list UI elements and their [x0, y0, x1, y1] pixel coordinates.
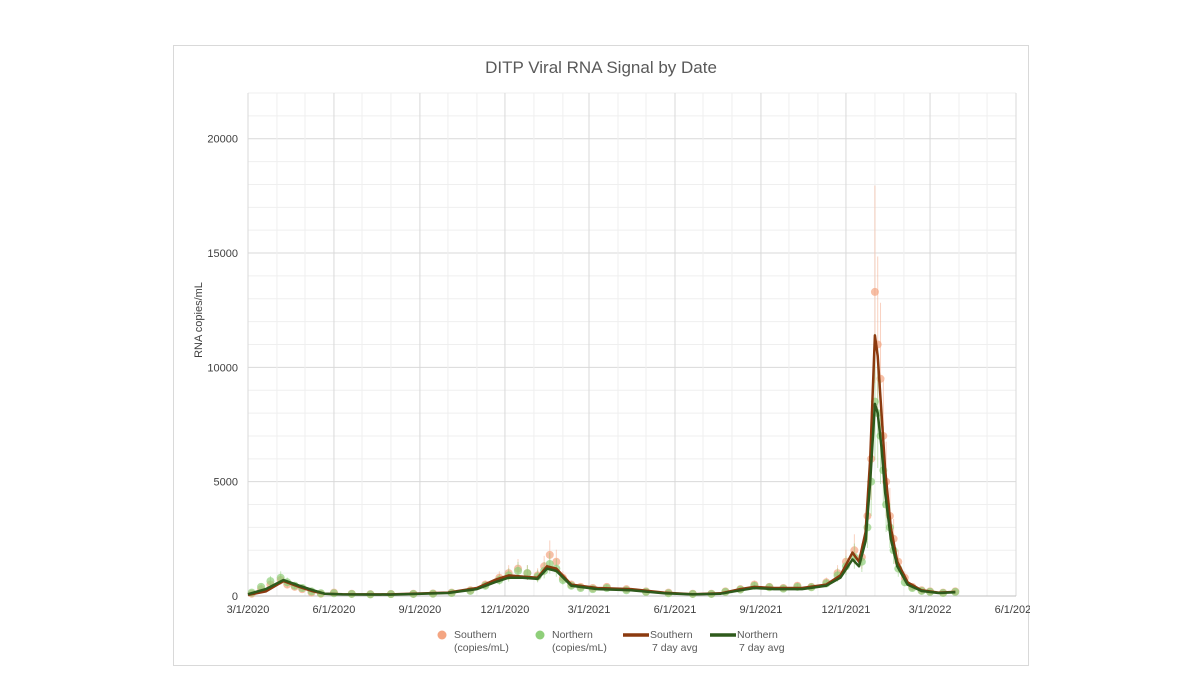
northern-point	[266, 577, 275, 586]
y-axis-label: RNA copies/mL	[193, 282, 205, 358]
legend-southern-points-line2: (copies/mL)	[454, 642, 509, 654]
grid-lines	[248, 92, 1017, 596]
axes	[247, 93, 1016, 597]
y-tick-label: 0	[232, 591, 238, 603]
x-tick-label: 6/1/2022	[995, 604, 1030, 616]
chart-title: DITP Viral RNA Signal by Date	[485, 58, 717, 77]
legend-swatch-northern-points	[535, 630, 545, 640]
chart-frame: DITP Viral RNA Signal by Date RNA copies…	[173, 45, 1030, 666]
y-axis-label-group: RNA copies/mL	[193, 282, 205, 358]
legend-southern-avg-line1: Southern	[650, 629, 693, 641]
x-tick-label: 12/1/2021	[821, 604, 870, 616]
x-tick-label: 9/1/2020	[398, 604, 441, 616]
y-tick-label: 10000	[207, 362, 238, 374]
legend-swatch-northern-avg	[710, 633, 736, 637]
legend-northern-avg-line1: Northern	[737, 629, 778, 641]
northern-point	[514, 566, 523, 575]
legend-northern-avg-line2: 7 day avg	[739, 642, 785, 654]
legend-swatch-southern-avg	[623, 633, 649, 637]
x-tick-label: 3/1/2021	[568, 604, 611, 616]
southern-avg-line	[247, 334, 956, 597]
northern-avg-line	[247, 402, 956, 596]
x-tick-label: 3/1/2022	[909, 604, 952, 616]
y-tick-label: 15000	[207, 248, 238, 260]
southern-points	[247, 185, 960, 599]
legend-northern-points-line2: (copies/mL)	[552, 642, 607, 654]
legend-southern-points-line1: Southern	[454, 629, 497, 641]
x-tick-label: 12/1/2020	[480, 604, 529, 616]
legend: Southern (copies/mL) Northern (copies/mL…	[174, 629, 1028, 661]
x-tick-label: 3/1/2020	[227, 604, 270, 616]
northern-point	[523, 569, 532, 578]
legend-southern-avg-line2: 7 day avg	[652, 642, 698, 654]
avg-lines	[247, 334, 956, 597]
x-tick-label: 6/1/2020	[313, 604, 356, 616]
legend-northern-points-line1: Northern	[552, 629, 593, 641]
legend-swatch-southern-points	[437, 630, 447, 640]
y-tick-label: 20000	[207, 134, 238, 146]
tick-labels: 0 5000 10000 15000 20000 3/1/2020 6/1/2020 9/1/…	[207, 134, 1030, 616]
southern-point	[870, 287, 879, 296]
x-tick-label: 9/1/2021	[740, 604, 783, 616]
x-tick-label: 6/1/2021	[654, 604, 697, 616]
plot-area: RNA copies/mL 0 5000 10000 15000 20000 3/1/20…	[193, 92, 1030, 616]
y-tick-label: 5000	[214, 477, 238, 489]
